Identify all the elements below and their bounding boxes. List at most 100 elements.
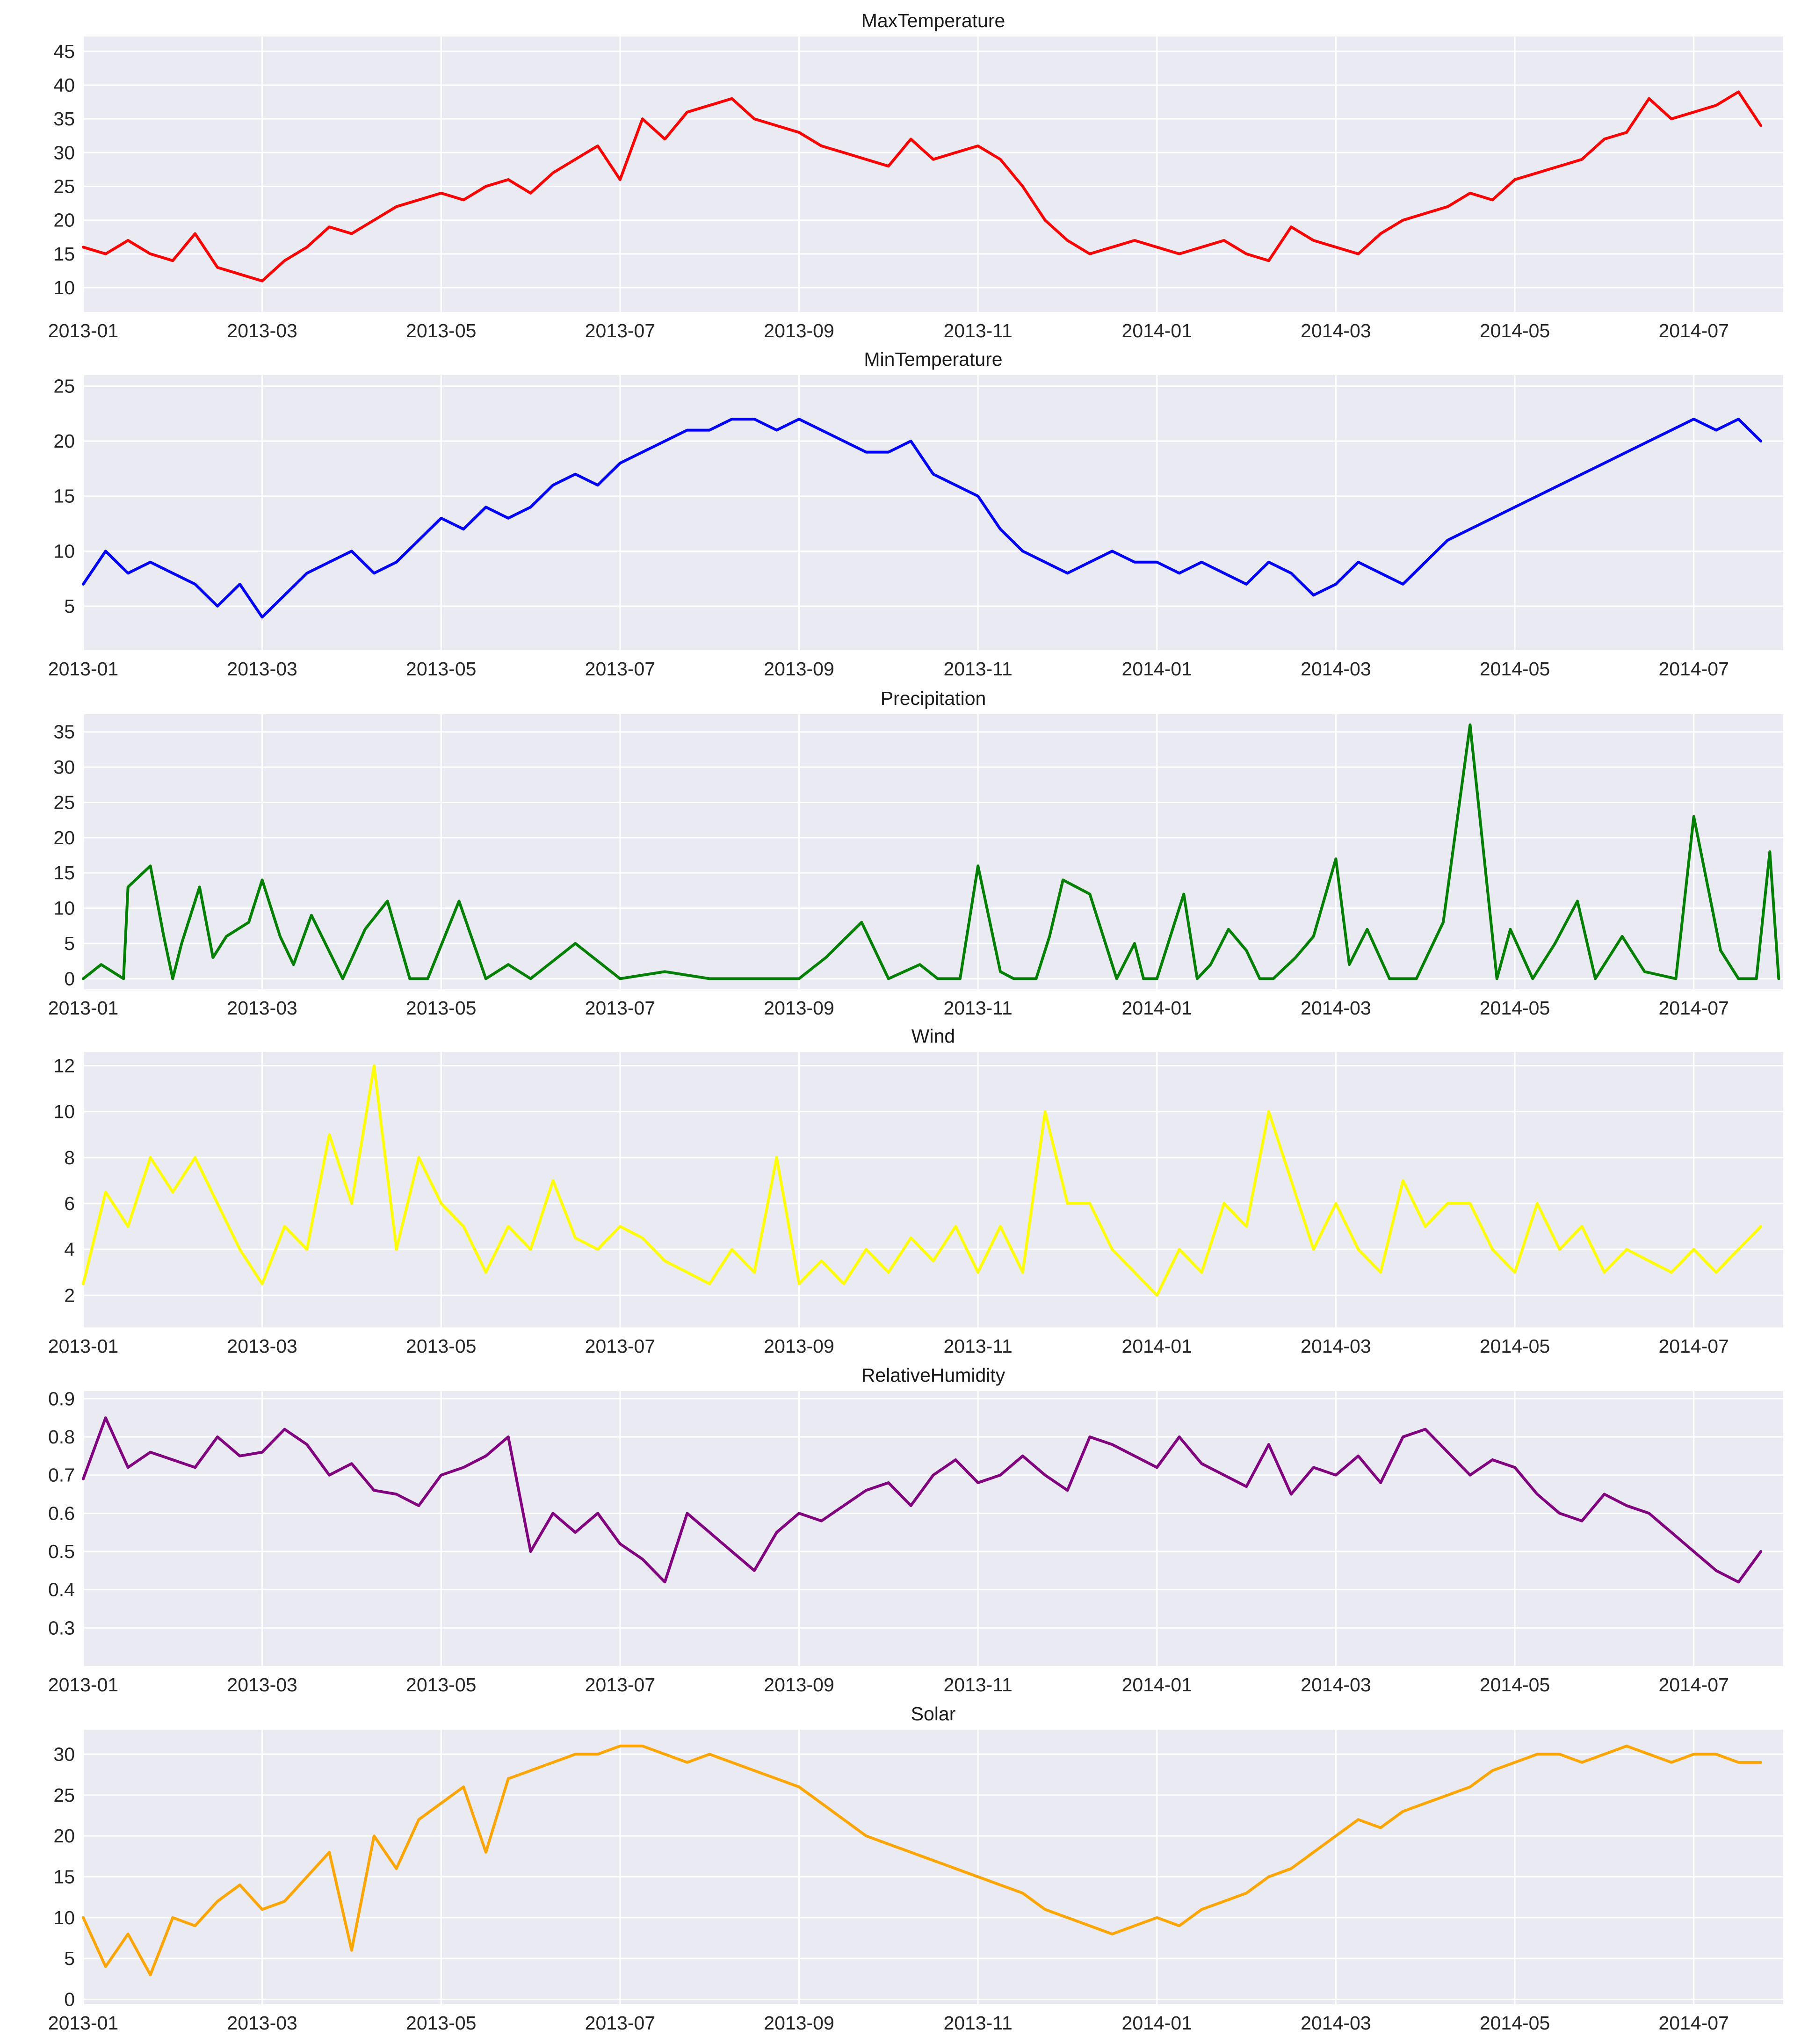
- y-tick-label: 30: [53, 142, 75, 163]
- subplot-title: RelativeHumidity: [861, 1364, 1005, 1386]
- x-tick-label: 2014-05: [1480, 2012, 1550, 2034]
- series-line-maxtemperature: [82, 90, 1763, 283]
- x-tick-label: 2014-01: [1122, 658, 1192, 680]
- x-tick-label: 2013-03: [227, 1335, 297, 1357]
- x-tick-label: 2013-01: [48, 2012, 118, 2034]
- y-tick-label: 20: [53, 430, 75, 452]
- x-tick-label: 2014-03: [1301, 320, 1371, 341]
- y-tick-label: 0.9: [48, 1388, 75, 1409]
- x-tick-label: 2014-01: [1122, 1335, 1192, 1357]
- y-tick-label: 30: [53, 756, 75, 778]
- y-tick-label: 30: [53, 1743, 75, 1765]
- x-tick-label: 2013-07: [585, 320, 655, 341]
- y-tick-label: 10: [53, 277, 75, 298]
- y-tick-label: 25: [53, 791, 75, 813]
- series-line-precipitation: [82, 723, 1780, 980]
- subplot-solar: 0 5 10 15 20 25 30 2013-01 2013-03 2013-05 2013-07…: [48, 1703, 1783, 2034]
- x-tick-label: 2013-09: [764, 320, 834, 341]
- subplot-title: MaxTemperature: [861, 10, 1005, 31]
- subplot-maxtemperature: 10 15 20 25 30 35 40 45 2013-01 2013-03 2013-05 201…: [48, 10, 1783, 341]
- x-tick-label: 2013-07: [585, 658, 655, 680]
- subplot-wind: 2 4 6 8 10 12 2013-01 2013-03 2013-05 2013-07 2013…: [48, 1025, 1783, 1357]
- x-tick-label: 2014-05: [1480, 658, 1550, 680]
- x-tick-label: 2014-03: [1301, 1335, 1371, 1357]
- x-tick-label: 2014-01: [1122, 1674, 1192, 1696]
- x-tick-label: 2013-03: [227, 658, 297, 680]
- plot-area: [83, 375, 1783, 650]
- subplot-mintemperature: 5 10 15 20 25 2013-01 2013-03 2013-05 2013-07 201…: [48, 348, 1783, 680]
- series-line-solar: [82, 1744, 1763, 1977]
- plot-area: [83, 1391, 1783, 1666]
- y-tick-label: 0.3: [48, 1617, 75, 1638]
- x-tick-label: 2013-05: [406, 1674, 476, 1696]
- x-tick-label: 2013-01: [48, 997, 118, 1019]
- y-tick-label: 5: [64, 595, 75, 617]
- x-tick-label: 2014-07: [1658, 658, 1729, 680]
- x-tick-label: 2013-07: [585, 2012, 655, 2034]
- x-tick-label: 2014-07: [1658, 2012, 1729, 2034]
- subplot-title: Wind: [911, 1025, 955, 1047]
- x-tick-label: 2013-05: [406, 658, 476, 680]
- y-tick-label: 5: [64, 933, 75, 954]
- y-tick-label: 4: [64, 1239, 75, 1260]
- plot-area: [83, 1052, 1783, 1327]
- x-tick-label: 2013-09: [764, 2012, 834, 2034]
- y-tick-label: 45: [53, 41, 75, 62]
- y-tick-label: 15: [53, 1866, 75, 1887]
- x-tick-label: 2014-01: [1122, 320, 1192, 341]
- y-tick-label: 8: [64, 1147, 75, 1168]
- y-tick-label: 20: [53, 210, 75, 231]
- x-tick-label: 2014-07: [1658, 997, 1729, 1019]
- y-tick-label: 0.4: [48, 1579, 75, 1601]
- y-tick-label: 15: [53, 243, 75, 265]
- x-tick-label: 2013-11: [943, 1674, 1012, 1696]
- y-tick-label: 20: [53, 827, 75, 848]
- y-tick-label: 35: [53, 108, 75, 130]
- y-tick-label: 10: [53, 898, 75, 919]
- x-tick-label: 2013-01: [48, 658, 118, 680]
- series-line-mintemperature: [82, 418, 1763, 619]
- x-tick-label: 2013-05: [406, 2012, 476, 2034]
- y-tick-label: 10: [53, 540, 75, 562]
- x-tick-label: 2014-01: [1122, 997, 1192, 1019]
- subplot-precipitation: 0 5 10 15 20 25 30 35 2013-01 2013-03 2013-05 2013-…: [48, 688, 1783, 1019]
- x-tick-label: 2014-05: [1480, 997, 1550, 1019]
- x-tick-label: 2013-09: [764, 1335, 834, 1357]
- x-tick-label: 2014-03: [1301, 2012, 1371, 2034]
- y-tick-label: 5: [64, 1948, 75, 1969]
- x-tick-label: 2013-11: [943, 2012, 1012, 2034]
- x-tick-label: 2013-03: [227, 997, 297, 1019]
- x-tick-label: 2013-01: [48, 1674, 118, 1696]
- x-tick-label: 2013-05: [406, 997, 476, 1019]
- y-tick-label: 25: [53, 376, 75, 397]
- x-tick-label: 2014-05: [1480, 1674, 1550, 1696]
- y-tick-label: 0.7: [48, 1464, 75, 1486]
- x-tick-label: 2013-03: [227, 1674, 297, 1696]
- x-tick-label: 2014-05: [1480, 1335, 1550, 1357]
- x-tick-label: 2014-01: [1122, 2012, 1192, 2034]
- x-tick-label: 2013-05: [406, 1335, 476, 1357]
- y-tick-label: 6: [64, 1193, 75, 1214]
- plot-area: [83, 36, 1783, 312]
- x-tick-label: 2013-03: [227, 2012, 297, 2034]
- y-tick-label: 0: [64, 1989, 75, 2010]
- plot-area: [83, 1730, 1783, 2004]
- subplot-title: Solar: [911, 1703, 956, 1725]
- x-tick-label: 2013-09: [764, 658, 834, 680]
- x-tick-label: 2014-07: [1658, 1674, 1729, 1696]
- x-tick-label: 2014-03: [1301, 658, 1371, 680]
- y-tick-label: 35: [53, 721, 75, 743]
- subplot-title: MinTemperature: [864, 348, 1002, 370]
- x-tick-label: 2013-11: [943, 320, 1012, 341]
- x-tick-label: 2013-07: [585, 997, 655, 1019]
- x-tick-label: 2013-09: [764, 1674, 834, 1696]
- x-tick-label: 2013-11: [943, 1335, 1012, 1357]
- y-tick-label: 20: [53, 1825, 75, 1847]
- x-tick-label: 2013-01: [48, 320, 118, 341]
- y-tick-label: 40: [53, 74, 75, 96]
- y-tick-label: 10: [53, 1101, 75, 1123]
- x-tick-label: 2013-07: [585, 1674, 655, 1696]
- plot-area: [83, 714, 1783, 989]
- x-tick-label: 2013-01: [48, 1335, 118, 1357]
